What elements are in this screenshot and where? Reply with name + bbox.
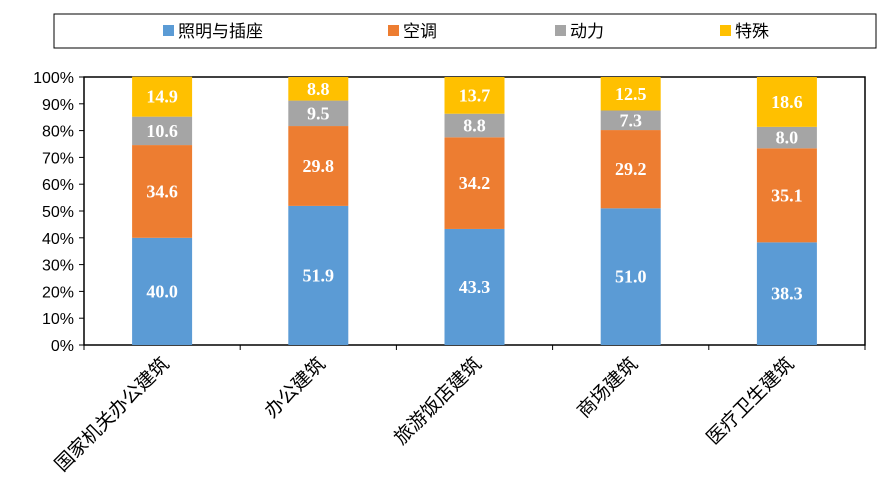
data-label: 18.6 bbox=[771, 92, 803, 112]
bar-segment bbox=[444, 137, 505, 229]
legend-label-1: 照明与插座 bbox=[178, 22, 263, 42]
legend: 照明与插座 空调 动力 特殊 bbox=[53, 13, 877, 49]
bar-segment bbox=[132, 116, 193, 146]
y-tick-label: 100% bbox=[33, 70, 74, 87]
bar-segment bbox=[288, 100, 349, 127]
plot-area: 0% 10% 20% 30% 40% 50% 60% 70% 80% 90% 100% 40.0 34… bbox=[33, 70, 866, 476]
data-label: 43.3 bbox=[459, 277, 491, 297]
legend-swatch-1 bbox=[163, 25, 174, 36]
data-label: 7.3 bbox=[619, 110, 642, 130]
x-category-label: 医疗卫生建筑 bbox=[702, 353, 798, 449]
bar-segment bbox=[132, 237, 193, 345]
bar-segment bbox=[444, 228, 505, 345]
data-label: 10.6 bbox=[146, 121, 178, 141]
data-label: 51.0 bbox=[615, 267, 647, 287]
y-tick-label: 90% bbox=[42, 97, 74, 114]
bar-segment bbox=[288, 126, 349, 206]
legend-swatch-2 bbox=[388, 25, 399, 36]
y-tick-label: 40% bbox=[42, 231, 74, 248]
data-label: 13.7 bbox=[459, 85, 491, 105]
data-label: 51.9 bbox=[303, 265, 335, 285]
x-category-label: 旅游饭店建筑 bbox=[390, 353, 486, 449]
bar-segment bbox=[132, 76, 193, 117]
y-tick-label: 30% bbox=[42, 258, 74, 275]
bar-segment bbox=[444, 77, 505, 114]
y-tick-label: 70% bbox=[42, 150, 74, 167]
bar-segment bbox=[756, 126, 817, 149]
legend-box bbox=[53, 13, 877, 49]
data-label: 8.8 bbox=[307, 79, 330, 99]
y-tick-label: 0% bbox=[51, 338, 74, 355]
data-label: 38.3 bbox=[771, 284, 803, 304]
data-label: 35.1 bbox=[771, 185, 803, 205]
x-category-label: 办公建筑 bbox=[261, 353, 330, 422]
x-category-label: 商场建筑 bbox=[573, 353, 642, 422]
x-category-label: 国家机关办公建筑 bbox=[51, 353, 174, 476]
bar-segment bbox=[600, 208, 661, 345]
y-tick-label: 80% bbox=[42, 124, 74, 141]
data-label: 29.8 bbox=[303, 156, 335, 176]
bar-segment bbox=[600, 77, 661, 111]
bar-segment bbox=[444, 113, 505, 138]
legend-swatch-3 bbox=[555, 25, 566, 36]
y-axis: 0% 10% 20% 30% 40% 50% 60% 70% 80% 90% 100% bbox=[33, 70, 84, 355]
x-axis: 国家机关办公建筑 办公建筑 旅游饭店建筑 商场建筑 医疗卫生建筑 bbox=[51, 345, 866, 476]
bar-segment bbox=[756, 77, 817, 127]
bar-segment bbox=[288, 205, 349, 345]
legend-label-4: 特殊 bbox=[735, 22, 769, 42]
data-label: 34.6 bbox=[146, 181, 178, 201]
legend-label-2: 空调 bbox=[403, 22, 437, 42]
bar-segment bbox=[600, 130, 661, 209]
data-label: 14.9 bbox=[146, 87, 178, 107]
bar-segment bbox=[288, 77, 349, 101]
bar-segment bbox=[600, 110, 661, 131]
data-labels: 40.0 34.6 10.6 14.9 51.9 29.8 9.5 8.8 43.3 34.2 8.… bbox=[146, 79, 802, 304]
bars bbox=[132, 76, 817, 345]
y-tick-label: 10% bbox=[42, 311, 74, 328]
bar-segment bbox=[756, 148, 817, 243]
y-tick-label: 50% bbox=[42, 204, 74, 221]
data-label: 8.8 bbox=[463, 116, 486, 136]
bar-segment bbox=[132, 145, 193, 238]
data-label: 34.2 bbox=[459, 173, 491, 193]
y-tick-label: 60% bbox=[42, 177, 74, 194]
data-label: 9.5 bbox=[307, 103, 330, 123]
data-label: 12.5 bbox=[615, 84, 647, 104]
y-tick-label: 20% bbox=[42, 284, 74, 301]
data-label: 29.2 bbox=[615, 159, 647, 179]
legend-swatch-4 bbox=[720, 25, 731, 36]
data-label: 40.0 bbox=[146, 281, 178, 301]
data-label: 8.0 bbox=[776, 128, 799, 148]
legend-label-3: 动力 bbox=[570, 22, 604, 42]
bar-segment bbox=[756, 242, 817, 345]
